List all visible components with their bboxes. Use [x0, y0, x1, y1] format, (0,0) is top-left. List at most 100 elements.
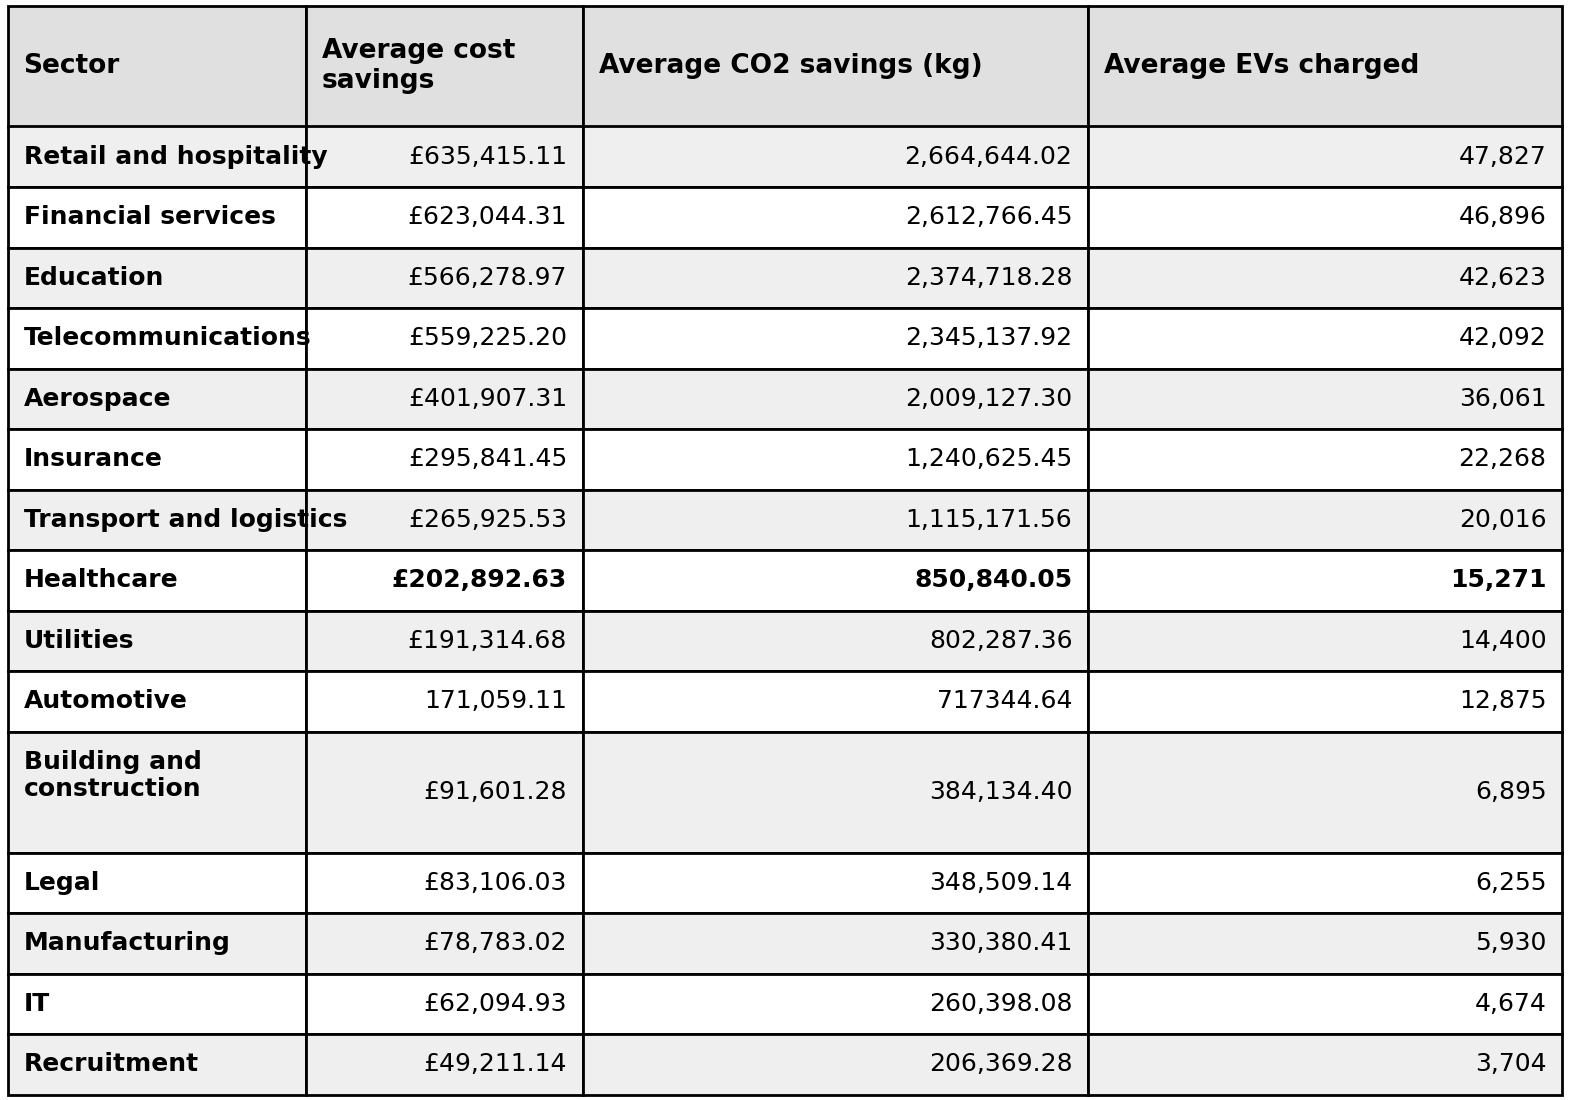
Text: Utilities: Utilities	[24, 629, 133, 652]
Bar	[306, 1034, 582, 1094]
Bar	[306, 308, 582, 369]
Text: Average cost
savings: Average cost savings	[322, 39, 515, 94]
Text: 206,369.28: 206,369.28	[929, 1053, 1072, 1076]
Bar	[582, 550, 1088, 610]
Text: 22,268: 22,268	[1459, 448, 1546, 471]
Bar	[582, 6, 1088, 126]
Bar	[1088, 550, 1562, 610]
Bar	[8, 6, 306, 126]
Text: Sector: Sector	[24, 53, 119, 79]
Text: 2,664,644.02: 2,664,644.02	[904, 145, 1072, 168]
Bar	[582, 610, 1088, 671]
Bar	[582, 187, 1088, 248]
Bar	[582, 490, 1088, 550]
Text: £78,783.02: £78,783.02	[424, 932, 567, 955]
Bar	[1088, 732, 1562, 852]
Bar	[1088, 308, 1562, 369]
Text: 1,115,171.56: 1,115,171.56	[906, 508, 1072, 531]
Text: Financial services: Financial services	[24, 206, 275, 229]
Text: 850,840.05: 850,840.05	[914, 569, 1072, 592]
Text: Recruitment: Recruitment	[24, 1053, 199, 1076]
Text: 2,345,137.92: 2,345,137.92	[906, 327, 1072, 350]
Text: Average CO2 savings (kg): Average CO2 savings (kg)	[598, 53, 983, 79]
Text: 5,930: 5,930	[1476, 932, 1546, 955]
Text: £559,225.20: £559,225.20	[408, 327, 567, 350]
Text: £635,415.11: £635,415.11	[408, 145, 567, 168]
Text: £623,044.31: £623,044.31	[408, 206, 567, 229]
Bar	[8, 429, 306, 490]
Text: £49,211.14: £49,211.14	[424, 1053, 567, 1076]
Bar	[8, 187, 306, 248]
Bar	[1088, 610, 1562, 671]
Text: Average EVs charged: Average EVs charged	[1104, 53, 1419, 79]
Bar	[306, 732, 582, 852]
Bar	[306, 248, 582, 308]
Text: 717344.64: 717344.64	[937, 690, 1072, 713]
Bar	[8, 732, 306, 852]
Bar	[306, 913, 582, 974]
Bar	[582, 671, 1088, 732]
Bar	[8, 550, 306, 610]
Text: 260,398.08: 260,398.08	[929, 992, 1072, 1015]
Bar	[306, 610, 582, 671]
Bar	[8, 1034, 306, 1094]
Text: £62,094.93: £62,094.93	[424, 992, 567, 1015]
Text: Telecommunications: Telecommunications	[24, 327, 311, 350]
Bar	[1088, 852, 1562, 913]
Text: £83,106.03: £83,106.03	[424, 871, 567, 894]
Text: Building and
construction: Building and construction	[24, 750, 201, 802]
Bar	[582, 1034, 1088, 1094]
Bar	[8, 248, 306, 308]
Bar	[1088, 671, 1562, 732]
Text: Insurance: Insurance	[24, 448, 162, 471]
Text: 384,134.40: 384,134.40	[929, 780, 1072, 804]
Text: 42,092: 42,092	[1459, 327, 1546, 350]
Bar	[582, 913, 1088, 974]
Bar	[306, 126, 582, 187]
Bar	[306, 6, 582, 126]
Text: Transport and logistics: Transport and logistics	[24, 508, 347, 531]
Bar	[1088, 490, 1562, 550]
Bar	[306, 368, 582, 429]
Text: Automotive: Automotive	[24, 690, 187, 713]
Bar	[8, 368, 306, 429]
Bar	[1088, 368, 1562, 429]
Bar	[8, 126, 306, 187]
Text: 20,016: 20,016	[1459, 508, 1546, 531]
Bar	[1088, 974, 1562, 1034]
Bar	[582, 974, 1088, 1034]
Bar	[306, 550, 582, 610]
Bar	[1088, 187, 1562, 248]
Text: 15,271: 15,271	[1451, 569, 1546, 592]
Text: Legal: Legal	[24, 871, 100, 894]
Bar	[8, 974, 306, 1034]
Text: 330,380.41: 330,380.41	[929, 932, 1072, 955]
Text: 1,240,625.45: 1,240,625.45	[906, 448, 1072, 471]
Bar	[582, 248, 1088, 308]
Bar	[8, 671, 306, 732]
Bar	[8, 852, 306, 913]
Bar	[582, 126, 1088, 187]
Text: Healthcare: Healthcare	[24, 569, 177, 592]
Bar	[1088, 126, 1562, 187]
Bar	[582, 368, 1088, 429]
Text: £91,601.28: £91,601.28	[424, 780, 567, 804]
Bar	[1088, 913, 1562, 974]
Text: 6,255: 6,255	[1474, 871, 1546, 894]
Text: £191,314.68: £191,314.68	[408, 629, 567, 652]
Text: Manufacturing: Manufacturing	[24, 932, 231, 955]
Bar	[582, 852, 1088, 913]
Text: 42,623: 42,623	[1459, 266, 1546, 289]
Bar	[306, 187, 582, 248]
Text: Education: Education	[24, 266, 163, 289]
Text: 46,896: 46,896	[1459, 206, 1546, 229]
Text: £295,841.45: £295,841.45	[408, 448, 567, 471]
Text: 2,009,127.30: 2,009,127.30	[906, 387, 1072, 410]
Text: £566,278.97: £566,278.97	[408, 266, 567, 289]
Text: 12,875: 12,875	[1459, 690, 1546, 713]
Text: 171,059.11: 171,059.11	[424, 690, 567, 713]
Text: 4,674: 4,674	[1474, 992, 1546, 1015]
Text: Retail and hospitality: Retail and hospitality	[24, 145, 327, 168]
Text: 36,061: 36,061	[1459, 387, 1546, 410]
Bar	[1088, 248, 1562, 308]
